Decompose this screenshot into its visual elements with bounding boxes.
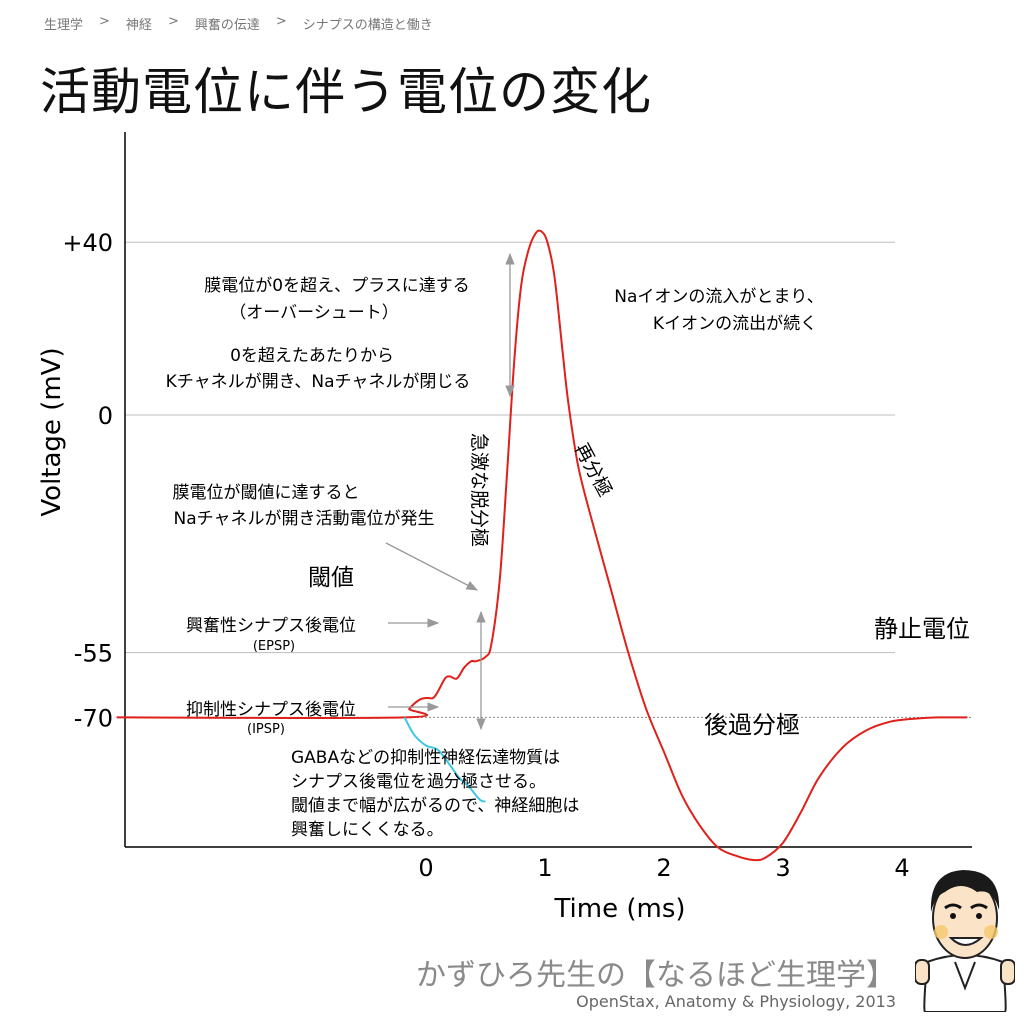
gaba-note-line3: 閾値まで幅が広がるので、神経細胞は — [291, 796, 579, 816]
na-k-note-line1: Naイオンの流入がとまり、 — [614, 287, 823, 307]
epsp-label: 興奮性シナプス後電位 — [186, 616, 356, 636]
gaba-note-line4: 興奮しにくくなる。 — [291, 820, 444, 840]
repolarization-label: 再分極 — [570, 440, 616, 501]
overshoot-note-line1: 膜電位が0を超え、プラスに達する — [204, 276, 469, 296]
ipsp-abbreviation: (IPSP) — [247, 722, 285, 737]
page-title: 活動電位に伴う電位の変化 — [40, 63, 652, 121]
annotations: 膜電位が0を超え、プラスに達する （オーバーシュート） 0を超えたあたりから K… — [166, 276, 824, 737]
footer-title: かずひろ先生の【なるほど生理学】 — [416, 958, 896, 993]
y-axis-label: Voltage (mV) — [37, 347, 67, 516]
y-tick-label: -70 — [74, 704, 113, 732]
x-axis-label: Time (ms) — [553, 894, 685, 924]
threshold-pointer-arrow — [385, 542, 479, 591]
breadcrumb: 生理学 > 神経 > 興奮の伝達 > シナプスの構造と働き — [44, 14, 433, 33]
x-tick-label: 3 — [775, 854, 790, 882]
x-tick-label: 2 — [656, 854, 671, 882]
breadcrumb-item-synapse[interactable]: シナプスの構造と働き — [302, 18, 433, 33]
breadcrumb-separator: > — [275, 14, 287, 29]
breadcrumb-separator: > — [99, 14, 110, 29]
tick-labels: +40 0 -55 -70 0 1 2 3 4 — [62, 229, 909, 882]
source-credit: OpenStax, Anatomy & Physiology, 2013 — [576, 992, 896, 1011]
hyperpolarization-label: 後過分極 — [704, 711, 800, 739]
epsp-abbreviation: (EPSP) — [253, 639, 295, 654]
series-group — [116, 229, 968, 862]
x-tick-label: 0 — [418, 854, 433, 882]
gaba-note-line2: シナプス後電位を過分極させる。 — [291, 772, 546, 792]
x-tick-label: 1 — [537, 854, 552, 882]
mascot-illustration — [915, 870, 1015, 1012]
action-potential-line — [116, 229, 968, 862]
threshold-note-line2: Naチャネルが開き活動電位が発生 — [174, 509, 435, 529]
channels-note-line1: 0を超えたあたりから — [230, 346, 394, 366]
depolarization-label: 急激な脱分極 — [468, 433, 490, 547]
ipsp-label: 抑制性シナプス後電位 — [186, 700, 356, 720]
ipsp-line — [403, 716, 486, 803]
threshold-note-line1: 膜電位が閾値に達すると — [173, 483, 360, 503]
channels-note-line2: Kチャネルが開き、Naチャネルが閉じる — [166, 372, 471, 392]
axes — [124, 132, 972, 848]
threshold-label: 閾値 — [308, 565, 354, 591]
gaba-note-line1: GABAなどの抑制性神経伝達物質は — [291, 748, 560, 768]
na-k-note-line2: Kイオンの流出が続く — [653, 314, 817, 334]
breadcrumb-item-physiology[interactable]: 生理学 — [44, 18, 84, 33]
y-tick-label: +40 — [62, 229, 113, 257]
annotation-arrows — [385, 252, 515, 731]
breadcrumb-item-nerve[interactable]: 神経 — [125, 18, 152, 33]
overshoot-note-line2: （オーバーシュート） — [229, 303, 399, 323]
x-tick-label: 4 — [894, 854, 909, 882]
y-tick-label: -55 — [74, 640, 113, 668]
resting-potential-label: 静止電位 — [874, 615, 970, 643]
breadcrumb-item-excitation[interactable]: 興奮の伝達 — [194, 18, 260, 33]
gaba-note: GABAなどの抑制性神経伝達物質は シナプス後電位を過分極させる。 閾値まで幅が… — [291, 748, 579, 840]
y-tick-label: 0 — [98, 402, 113, 430]
breadcrumb-separator: > — [167, 14, 179, 29]
